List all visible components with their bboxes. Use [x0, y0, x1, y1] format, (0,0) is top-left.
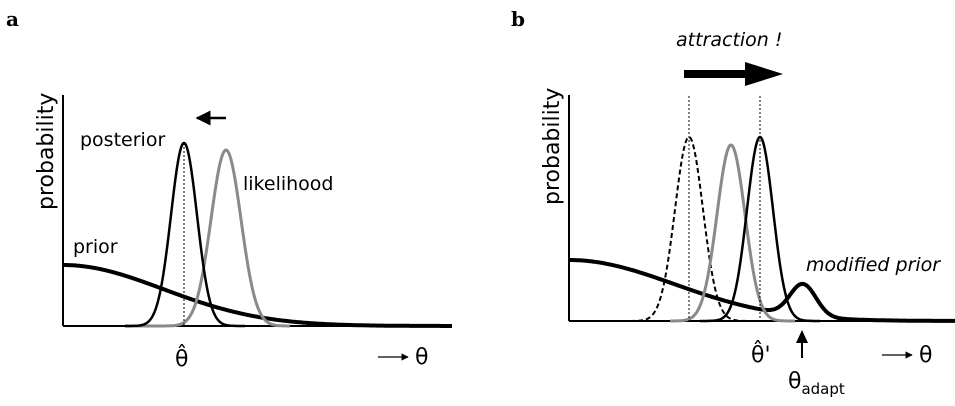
panel-b-original-posterior-curve	[630, 135, 750, 322]
panel-a: a probability posterior likelihood prior…	[6, 7, 452, 372]
panel-a-posterior-label: posterior	[80, 129, 165, 151]
panel-b-theta-adapt-label: θadapt	[788, 369, 845, 398]
panel-b-modified-prior-label: modified prior	[806, 254, 941, 276]
panel-b-theta-hat-prime: θ̂'	[751, 341, 771, 368]
panel-b-attraction-arrow	[684, 62, 783, 86]
panel-a-letter: a	[6, 7, 19, 31]
panel-b-letter: b	[511, 7, 525, 31]
panel-a-likelihood-curve	[125, 148, 290, 328]
panel-a-theta-label: θ	[415, 345, 428, 370]
panel-a-posterior-curve	[125, 141, 245, 328]
panel-b-attraction-label: attraction !	[676, 29, 783, 51]
panel-a-prior-label: prior	[73, 236, 118, 258]
panel-b-theta-label: θ	[919, 343, 932, 368]
panel-b-ylabel: probability	[540, 88, 565, 205]
panel-b: b probability attraction ! modified prio…	[511, 7, 955, 398]
panel-b-adapt-arrow	[796, 330, 808, 358]
panel-a-theta-hat: θ̂	[175, 345, 188, 372]
panel-a-prior-curve	[63, 263, 452, 328]
panel-b-likelihood-curve	[670, 143, 795, 323]
panel-a-likelihood-label: likelihood	[243, 173, 333, 195]
panel-a-ylabel: probability	[34, 93, 59, 210]
